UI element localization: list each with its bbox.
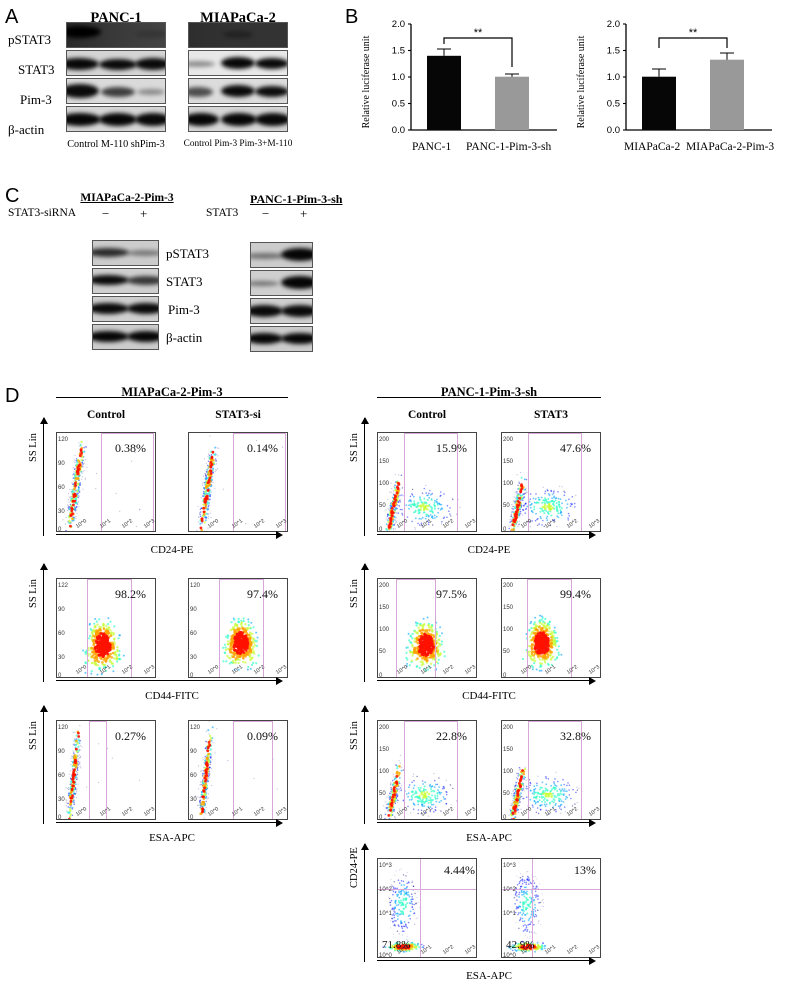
svg-text:0.5: 0.5 [392,99,405,110]
svg-text:**: ** [474,27,483,39]
svg-text:Relative luciferase unit: Relative luciferase unit [576,35,587,128]
svg-text:Relative luciferase unit: Relative luciferase unit [361,35,372,128]
svg-text:0.5: 0.5 [607,99,620,110]
svg-text:0.0: 0.0 [392,125,405,136]
svg-text:1.5: 1.5 [392,46,405,57]
svg-text:2.0: 2.0 [392,19,405,30]
svg-text:1.0: 1.0 [392,72,405,83]
svg-text:1.5: 1.5 [607,46,620,57]
svg-text:0.0: 0.0 [607,125,620,136]
svg-text:2.0: 2.0 [607,19,620,30]
svg-text:1.0: 1.0 [607,72,620,83]
svg-text:**: ** [689,27,698,39]
